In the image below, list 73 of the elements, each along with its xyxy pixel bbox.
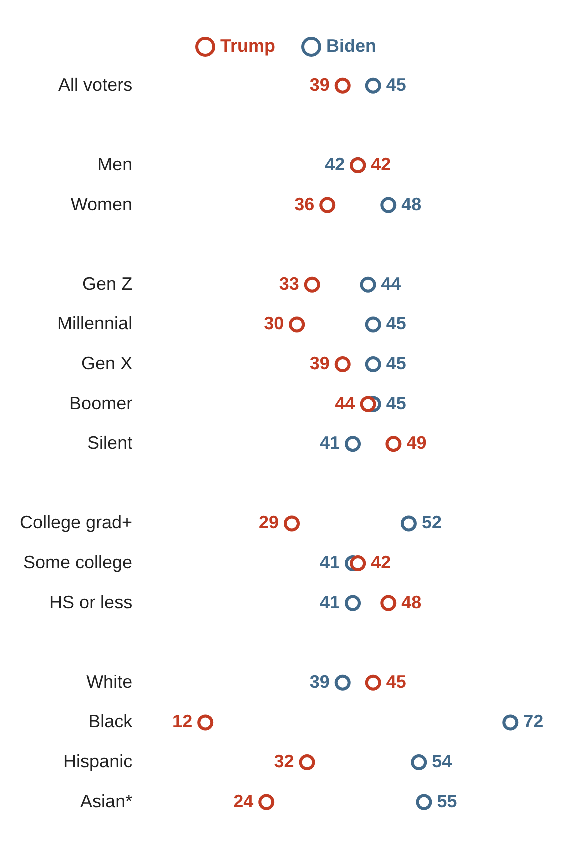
- point: [198, 714, 214, 731]
- y-tick-label: Silent: [88, 433, 133, 454]
- point: [258, 794, 275, 810]
- point: [284, 516, 300, 532]
- point: [360, 276, 376, 293]
- data-label: 45: [386, 314, 406, 334]
- point: [299, 754, 316, 770]
- y-tick-label: Some college: [24, 552, 133, 572]
- point: [365, 78, 382, 94]
- point: [334, 78, 351, 94]
- data-label: 29: [258, 512, 280, 533]
- data-label: 45: [386, 672, 406, 692]
- data-label: 32: [274, 751, 294, 772]
- data-label: 12: [172, 712, 193, 732]
- point: [360, 396, 376, 412]
- point: [334, 674, 351, 691]
- point: [386, 436, 402, 452]
- data-label: 54: [432, 751, 452, 772]
- y-tick-label: Gen Z: [82, 274, 133, 294]
- data-label: 24: [234, 791, 254, 812]
- data-label: 55: [437, 791, 458, 812]
- data-label: 45: [386, 74, 406, 95]
- point: [320, 197, 336, 214]
- data-label: 39: [310, 74, 330, 95]
- y-tick-label: College grad+: [20, 512, 133, 533]
- data-label: 48: [402, 592, 422, 612]
- data-label: 49: [406, 433, 427, 454]
- point: [304, 276, 320, 293]
- y-tick-label: White: [86, 672, 133, 692]
- data-label: 45: [386, 393, 406, 414]
- y-tick-label: All voters: [58, 74, 133, 95]
- y-tick-label: Black: [88, 712, 134, 732]
- y-tick-label: Millennial: [58, 314, 133, 334]
- y-tick-label: Men: [98, 154, 133, 174]
- point: [411, 754, 428, 770]
- point: [345, 436, 362, 452]
- data-label: 39: [310, 672, 330, 692]
- data-label: 42: [371, 552, 392, 572]
- point: [380, 197, 397, 214]
- legend-label: Biden: [326, 36, 377, 56]
- data-label: 33: [279, 274, 300, 294]
- data-label: 42: [325, 154, 346, 174]
- data-label: 52: [422, 512, 442, 533]
- data-label: 44: [381, 274, 402, 294]
- data-label: 41: [320, 592, 340, 612]
- y-tick-label: Gen X: [82, 353, 133, 374]
- data-label: 42: [371, 154, 392, 174]
- point: [400, 516, 417, 532]
- point: [365, 356, 382, 372]
- data-label: 39: [310, 353, 330, 374]
- legend-label: Trump: [220, 36, 276, 56]
- point: [380, 595, 397, 612]
- data-label: 48: [402, 194, 422, 214]
- y-tick-label: Women: [70, 194, 133, 214]
- point: [334, 356, 351, 372]
- point: [502, 714, 519, 731]
- y-tick-label: Asian*: [80, 791, 133, 812]
- y-tick-label: HS or less: [50, 592, 133, 612]
- point: [345, 595, 362, 612]
- data-label: 41: [320, 552, 340, 572]
- y-tick-label: Boomer: [70, 393, 133, 414]
- point: [365, 674, 382, 691]
- point: [289, 316, 306, 333]
- data-label: 30: [264, 314, 284, 334]
- data-label: 41: [320, 433, 340, 454]
- data-label: 45: [386, 353, 406, 374]
- point: [350, 556, 366, 572]
- point: [416, 794, 432, 810]
- data-label: 72: [524, 712, 544, 732]
- y-tick-label: Hispanic: [64, 751, 133, 772]
- point: [365, 316, 382, 333]
- data-label: 44: [335, 393, 356, 414]
- data-label: 36: [294, 194, 315, 214]
